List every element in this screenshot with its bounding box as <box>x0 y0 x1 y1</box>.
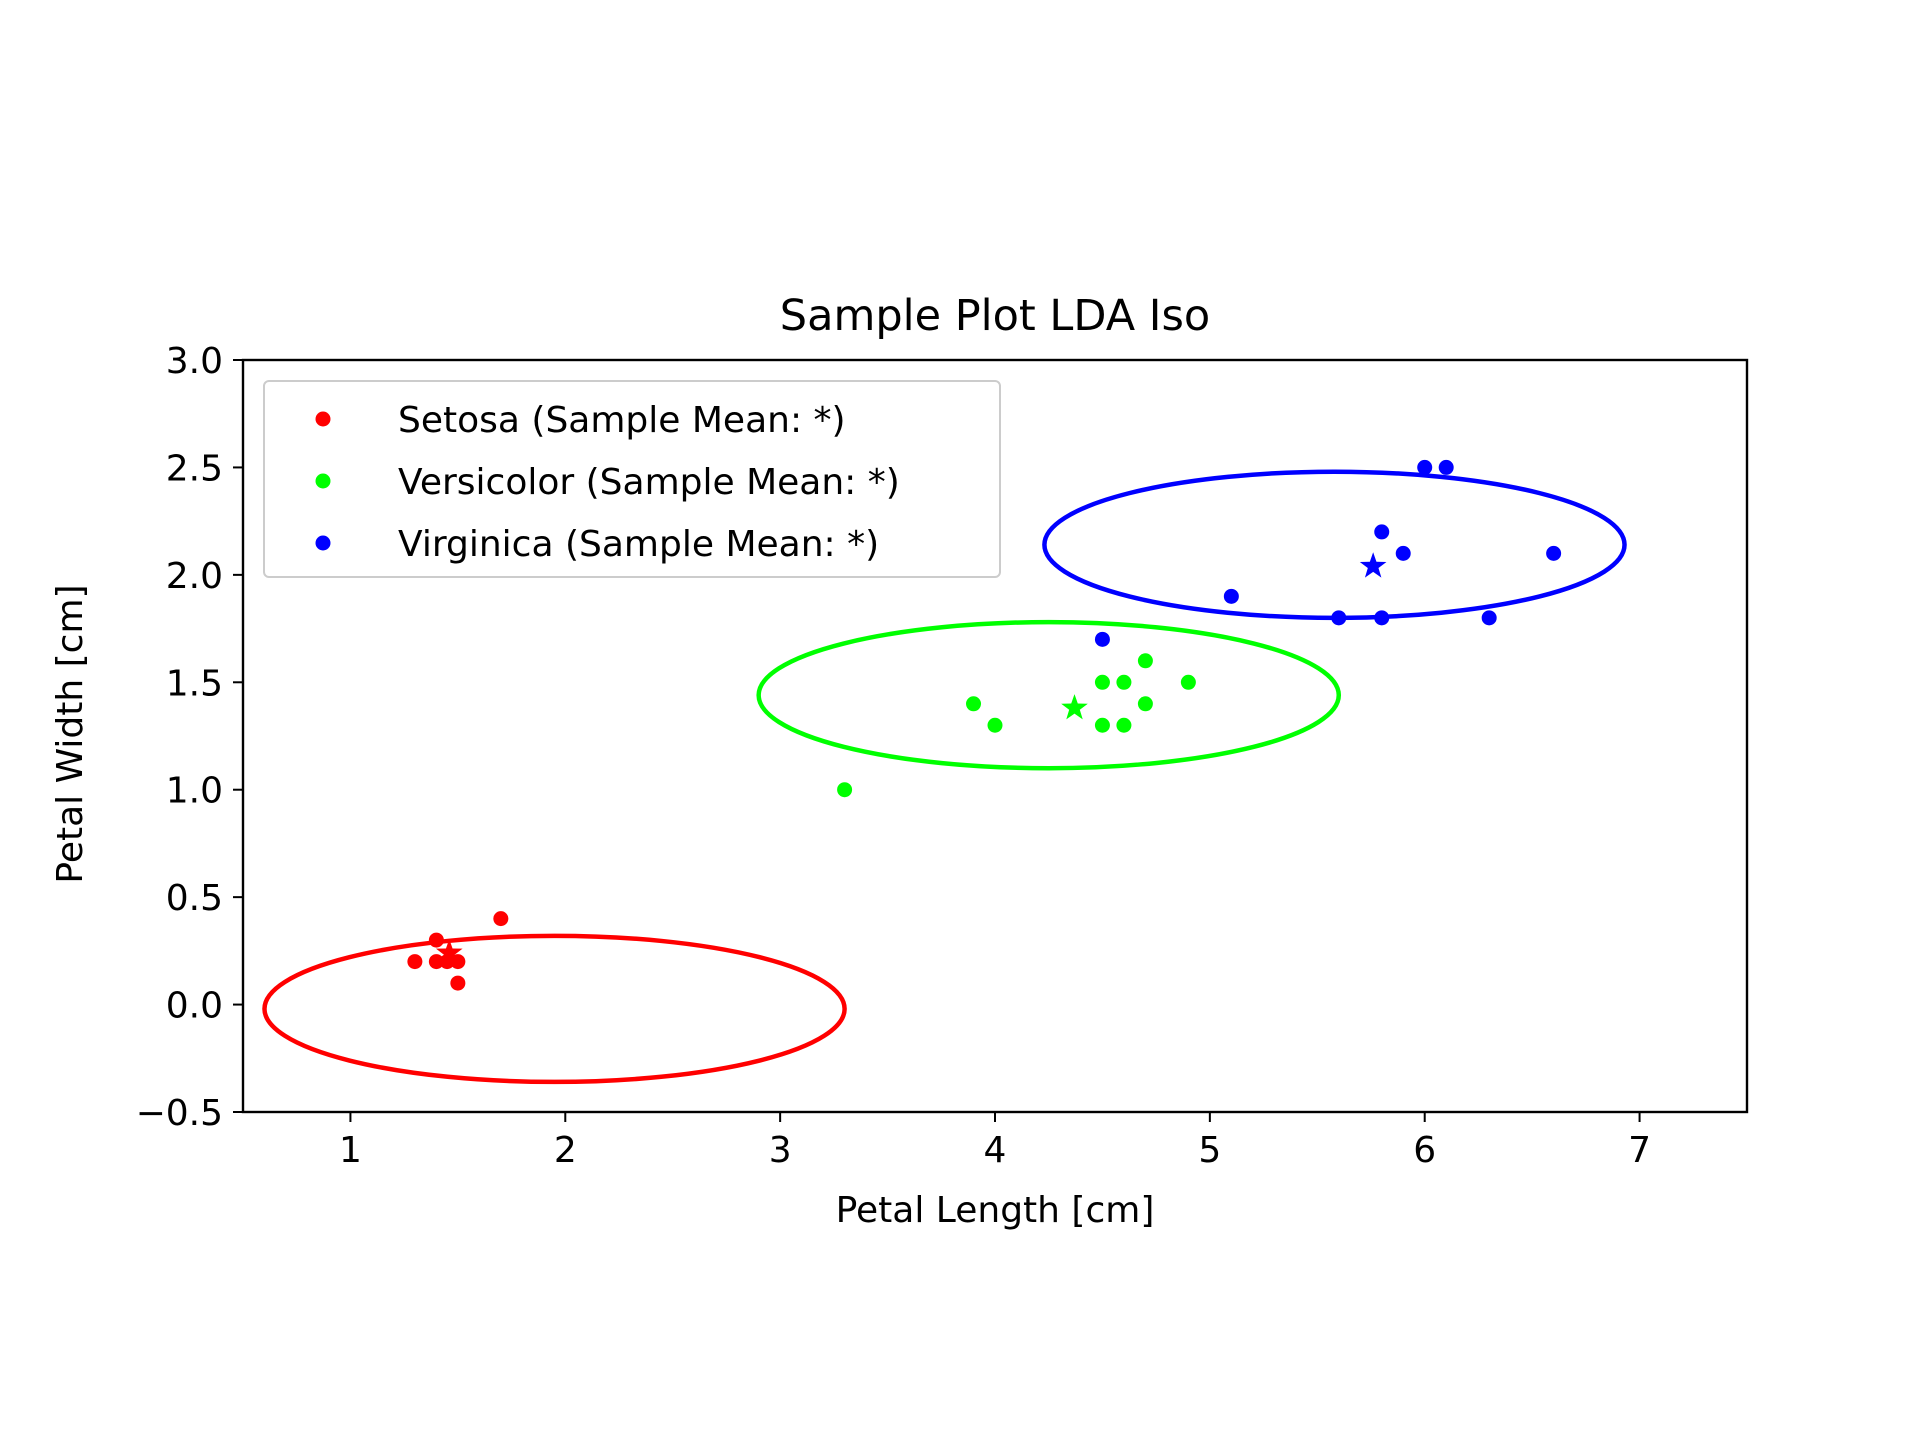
series-2-point-2 <box>966 696 982 712</box>
series-2-point-5 <box>1094 717 1110 733</box>
series-3-point-1 <box>1094 631 1110 647</box>
y-tick-label-7: 2.5 <box>166 448 223 489</box>
series-3-point-8 <box>1438 459 1454 475</box>
y-tick-label-5: 1.5 <box>166 663 223 704</box>
y-tick-label-3: 0.5 <box>166 878 223 919</box>
series-3-point-7 <box>1417 459 1433 475</box>
series-3-point-3 <box>1331 610 1347 626</box>
y-tick-label-2: 0.0 <box>166 986 223 1027</box>
legend: Setosa (Sample Mean: *) Versicolor (Sampl… <box>263 380 1001 578</box>
x-tick-label-4: 4 <box>984 1130 1007 1171</box>
plot-area <box>262 459 1627 1085</box>
y-axis-title: Petal Width [cm] <box>50 584 91 883</box>
x-tick-label-1: 1 <box>339 1130 362 1171</box>
y-tick-label-8: 3.0 <box>166 341 223 382</box>
x-tick-label-3: 3 <box>769 1130 792 1171</box>
legend-box <box>263 380 1001 578</box>
series-2-point-6 <box>1116 674 1132 690</box>
series-2-point-8 <box>1137 653 1153 669</box>
legend-label-3: Virginica (Sample Mean: *) <box>398 524 879 565</box>
x-axis-title: Petal Length [cm] <box>836 1190 1155 1231</box>
series-3-mean-star-marker <box>1359 552 1387 578</box>
series-3-point-4 <box>1374 610 1390 626</box>
series-3-point-5 <box>1374 524 1390 540</box>
series-3-group <box>1042 459 1627 647</box>
series-2-point-1 <box>837 782 853 798</box>
legend-marker-2 <box>315 473 331 489</box>
legend-marker-1 <box>315 411 331 427</box>
series-1-point-2 <box>428 954 444 970</box>
series-2-mean-star-marker <box>1061 694 1088 720</box>
y-tick-label-6: 2.0 <box>166 556 223 597</box>
series-2-confidence-ellipse <box>756 619 1342 771</box>
series-2-point-7 <box>1116 717 1132 733</box>
series-1-group <box>262 911 847 1085</box>
series-1-point-5 <box>450 975 466 991</box>
series-2-point-9 <box>1137 696 1153 712</box>
series-1-point-3 <box>428 932 444 948</box>
series-1-mean-star-marker <box>435 939 463 965</box>
x-tick-label-5: 5 <box>1198 1130 1221 1171</box>
x-tick-label-7: 7 <box>1628 1130 1651 1171</box>
series-2-point-10 <box>1180 674 1196 690</box>
x-tick-label-2: 2 <box>554 1130 577 1171</box>
x-tick-label-6: 6 <box>1413 1130 1436 1171</box>
legend-label-1: Setosa (Sample Mean: *) <box>398 400 846 441</box>
series-3-point-2 <box>1223 588 1239 604</box>
series-1-point-6 <box>493 911 509 927</box>
axes: 1 2 3 4 5 6 7 −0.5 0.0 0.5 1.0 1.5 2.0 2.5 3.0 <box>136 341 1749 1171</box>
series-2-group <box>756 619 1342 798</box>
series-1-confidence-ellipse <box>262 933 847 1085</box>
chart-title: Sample Plot LDA Iso <box>780 291 1210 341</box>
series-2-point-4 <box>1094 674 1110 690</box>
series-3-point-6 <box>1395 545 1411 561</box>
series-3-point-9 <box>1481 610 1497 626</box>
series-3-point-10 <box>1546 545 1562 561</box>
legend-marker-3 <box>315 535 331 551</box>
series-2-point-3 <box>987 717 1003 733</box>
legend-label-2: Versicolor (Sample Mean: *) <box>398 462 900 503</box>
series-1-point-1 <box>407 954 423 970</box>
y-tick-label-1: −0.5 <box>136 1093 223 1134</box>
y-tick-label-4: 1.0 <box>166 771 223 812</box>
